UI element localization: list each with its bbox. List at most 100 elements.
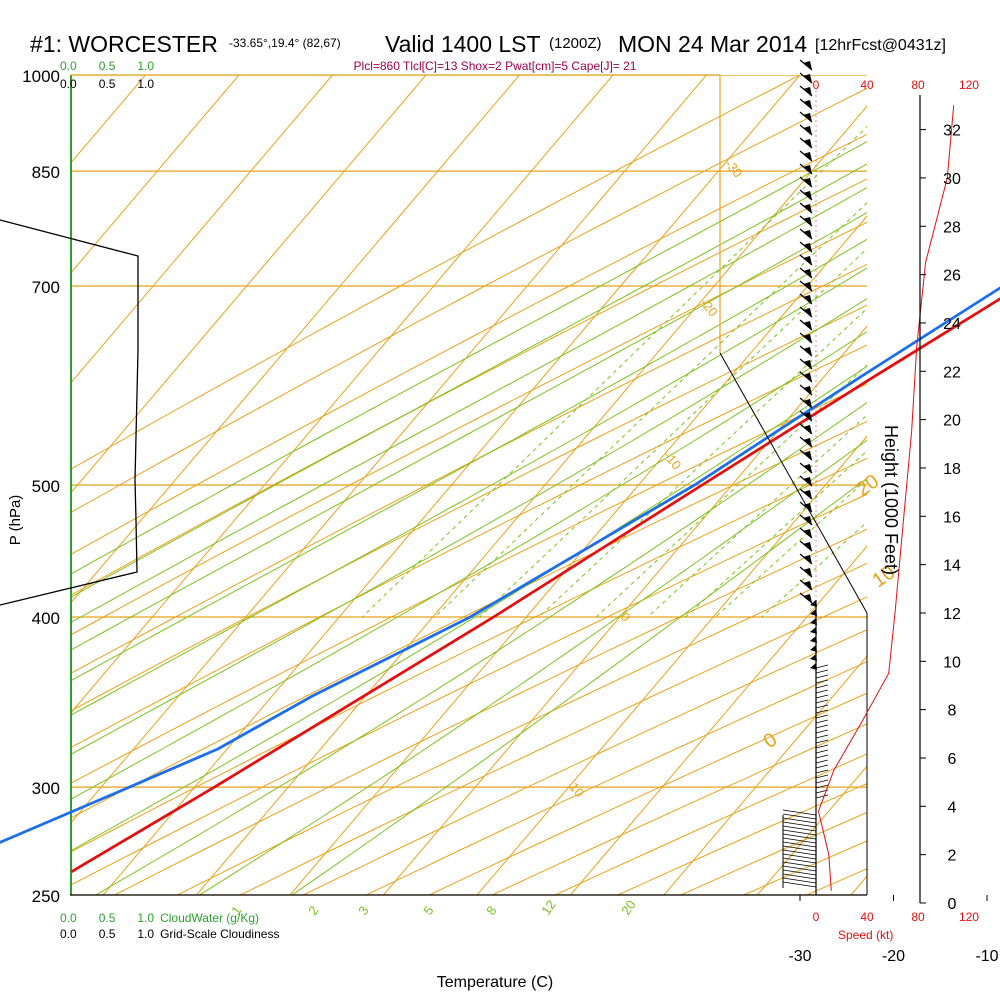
- wind-barb-line: [782, 881, 817, 888]
- height-tick-label: 0: [948, 896, 957, 913]
- x-tick-label: -10: [975, 948, 998, 965]
- wind-barb-line: [815, 709, 829, 714]
- isotherm-line: [70, 75, 707, 825]
- mixing-ratio-line: [761, 521, 867, 618]
- height-tick-label: 10: [943, 654, 961, 671]
- wind-barb-line: [815, 664, 829, 669]
- height-axis-title: Height (1000 Feet): [881, 425, 901, 575]
- speed-tick-top: 40: [860, 78, 874, 92]
- height-tick-label: 28: [943, 219, 961, 236]
- height-tick-label: 22: [943, 364, 961, 381]
- mixing-ratio-label: 2: [305, 903, 321, 918]
- mixing-ratio-line: [595, 364, 867, 618]
- wind-barb-line: [782, 873, 817, 880]
- speed-tick-bottom: 0: [813, 910, 820, 924]
- wind-barb-flag: [803, 425, 812, 434]
- mixing-ratio-line: [715, 478, 867, 618]
- wind-barb-pennant: [810, 654, 817, 661]
- height-tick-label: 30: [943, 171, 961, 188]
- dry-adiabat-line: [303, 629, 867, 895]
- wind-barb-line: [782, 841, 817, 848]
- axes: 0246810121416182022242628303225030040050…: [22, 67, 998, 965]
- wind-barb-line: [815, 719, 829, 724]
- wind-barb-line: [815, 689, 829, 694]
- pressure-tick-label: 700: [32, 278, 60, 297]
- speed-tick-bottom: 40: [860, 910, 874, 924]
- wind-barb-line: [782, 853, 817, 860]
- wind-barb-line: [815, 794, 829, 799]
- wind-barb-flag: [803, 243, 812, 252]
- isotherm-line: [70, 75, 333, 385]
- wind-barb-line: [815, 679, 829, 684]
- wind-barb-flag: [803, 74, 812, 83]
- isotherm-line: [70, 75, 240, 275]
- pressure-tick-label: 500: [32, 477, 60, 496]
- wind-barb-line: [815, 714, 829, 719]
- dry-adiabat-line: [70, 493, 867, 887]
- wind-barb-flag: [803, 399, 812, 408]
- x-tick-label: -20: [882, 948, 905, 965]
- wind-barb-flag: [803, 217, 812, 226]
- wind-barb-pennant: [810, 600, 817, 607]
- moist-adiabat-line: [70, 212, 867, 652]
- dewpoint-profile: [0, 286, 1000, 844]
- wind-barb-flag: [803, 230, 812, 239]
- height-tick-label: 16: [943, 509, 961, 526]
- wind-barb-flag: [803, 165, 812, 174]
- wind-barb-pennant: [810, 618, 817, 625]
- frame-boundary: [719, 352, 868, 895]
- dry-adiabat-line: [70, 457, 867, 853]
- wind-barb-pennant: [810, 645, 817, 652]
- speed-tick-top: 80: [911, 78, 925, 92]
- isotherm-line: [70, 75, 427, 495]
- wind-barb-flag: [803, 386, 812, 395]
- valid-time: Valid 1400 LST: [385, 31, 541, 57]
- moist-adiabat-line: [70, 186, 867, 624]
- wind-barb-flag: [803, 529, 812, 538]
- wind-barb-flag: [803, 568, 812, 577]
- moist-adiabat-line: [291, 477, 867, 895]
- isotherm-line: [945, 75, 1000, 895]
- wind-barb-flag: [803, 139, 812, 148]
- isotherm-label: -20: [697, 295, 721, 319]
- wind-barb-flag: [803, 295, 812, 304]
- cloudiness-scale-bottom: 0.0 0.5 1.0 Grid-Scale Cloudiness: [60, 927, 279, 941]
- mixing-ratio-label: 5: [420, 903, 436, 918]
- y-axis-title: P (hPa): [7, 495, 24, 546]
- isotherm-line: [663, 655, 867, 895]
- speed-tick-top: 120: [959, 78, 979, 92]
- valid-zulu: (1200Z): [549, 35, 602, 52]
- temperature-profile: [70, 297, 1000, 874]
- mixing-ratio-label: 12: [538, 897, 559, 917]
- forecast-info: [12hrFcst@0431z]: [815, 37, 946, 54]
- pressure-tick-label: 250: [32, 887, 60, 906]
- moist-adiabat-line: [70, 267, 867, 717]
- wind-barb-line: [815, 774, 829, 779]
- wind-barb-flag: [803, 256, 812, 265]
- wind-barb-flag: [803, 438, 812, 447]
- moist-adiabat-line: [70, 365, 867, 852]
- wind-barb-flag: [803, 334, 812, 343]
- wind-barb-line: [815, 729, 829, 734]
- wind-barb-line: [782, 869, 817, 876]
- wind-barb-line: [815, 684, 829, 689]
- wind-barb-flag: [803, 269, 812, 278]
- cloudiness-scale-top: 0.0 0.5 1.0: [60, 77, 154, 91]
- speed-tick-bottom: 80: [911, 910, 925, 924]
- dry-adiabat-line: [70, 383, 867, 785]
- dry-adiabat-line: [177, 562, 867, 895]
- wind-barb-line: [782, 833, 817, 840]
- wind-barb-line: [815, 744, 829, 749]
- wind-barb-line: [815, 669, 829, 674]
- speed-tick-top: 0: [813, 78, 820, 92]
- cloudwater-scale-bottom: 0.0 0.5 1.0 CloudWater (g/Kg): [60, 911, 259, 925]
- dry-adiabat-line: [70, 87, 867, 514]
- dry-adiabat-line: [70, 420, 867, 819]
- cloudwater-scale-top: 0.0 0.5 1.0: [60, 59, 154, 73]
- height-tick-label: 12: [943, 606, 961, 623]
- wind-barb-flag: [803, 464, 812, 473]
- speed-axis-label: Speed (kt): [838, 928, 893, 942]
- dry-adiabat-line: [70, 304, 867, 712]
- wind-barb-flag: [803, 477, 812, 486]
